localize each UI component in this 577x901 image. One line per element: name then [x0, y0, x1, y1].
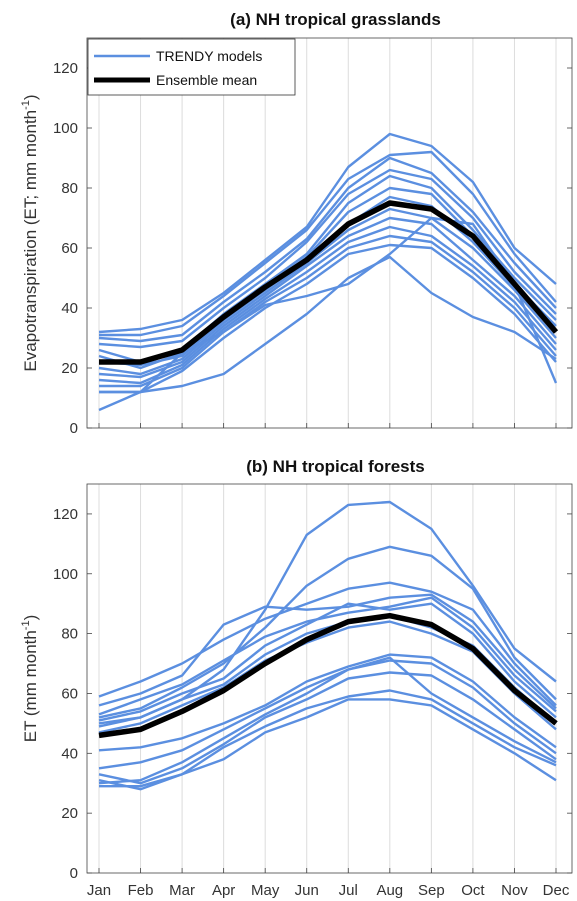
y-tick-label: 20	[61, 360, 78, 377]
model-line-6	[98, 602, 557, 722]
legend-label-2: Ensemble mean	[156, 72, 257, 88]
x-tick-label-jan: Jan	[87, 882, 111, 899]
panel-a: 0 20 40 60 80 100 120 (a) NH tropical grassland…	[20, 10, 573, 437]
grid	[98, 38, 557, 428]
model-line-4	[98, 593, 557, 710]
panel-title: (a) NH tropical grasslands	[230, 10, 441, 29]
model-line-14	[98, 216, 558, 412]
x-tick-label-mar: Mar	[169, 882, 195, 899]
model-line-2	[99, 150, 557, 337]
model-line-11	[99, 234, 557, 388]
x-tick-label-jul: Jul	[339, 882, 358, 899]
ensemble-mean-line	[98, 612, 558, 739]
y-tick-label: 0	[70, 865, 78, 882]
x-tick-label-feb: Feb	[128, 882, 154, 899]
model-line-14	[99, 698, 557, 788]
axes-box	[86, 483, 573, 874]
model-line-5	[98, 596, 557, 716]
y-tick-label: 40	[61, 745, 78, 762]
model-line-4	[98, 168, 557, 349]
y-tick-label: 120	[53, 60, 78, 77]
model-line-7	[98, 195, 557, 367]
model-line-8	[98, 207, 557, 376]
y-tick-label: 20	[61, 805, 78, 822]
model-line-12	[99, 243, 557, 394]
y-tick-label: 0	[70, 420, 78, 437]
panel-b: 0 20 40 60 80 100 120 Jan Feb Mar Apr May Jun Jul Aug S…	[20, 457, 573, 899]
model-line-9	[98, 653, 557, 752]
model-line-13	[99, 255, 557, 394]
x-tick-label-nov: Nov	[501, 882, 528, 899]
y-axis-label: ET (mm month-1)	[20, 615, 40, 743]
panel-title: (b) NH tropical forests	[246, 457, 425, 476]
model-line-12	[98, 656, 557, 785]
model-line-9	[98, 216, 557, 379]
model-line-3	[98, 156, 557, 343]
y-tick-label: 60	[61, 240, 78, 257]
legend: TRENDY models Ensemble mean	[87, 38, 296, 96]
y-tick-label: 120	[53, 506, 78, 523]
x-tick-label-dec: Dec	[543, 882, 570, 899]
series-group	[98, 500, 558, 791]
model-line-1	[98, 132, 557, 334]
axes-box	[86, 37, 573, 429]
y-axis-label: Evapotranspiration (ET; mm month-1)	[20, 94, 40, 371]
model-line-10	[98, 225, 557, 385]
y-tick-label: 40	[61, 300, 78, 317]
ensemble-mean-line	[99, 200, 559, 365]
model-line-3	[98, 581, 557, 707]
x-tick-label-jun: Jun	[295, 882, 319, 899]
x-tick-label-apr: Apr	[212, 882, 235, 899]
legend-label-1: TRENDY models	[156, 48, 262, 64]
y-tick-label: 60	[61, 685, 78, 702]
y-tick-label: 100	[53, 120, 78, 137]
y-tick-label: 80	[61, 180, 78, 197]
x-tick-label-sep: Sep	[418, 882, 445, 899]
y-tick-label: 100	[53, 566, 78, 583]
model-line-11	[98, 671, 557, 785]
y-ticks: 0 20 40 60 80 100 120	[53, 60, 572, 437]
legend-box	[87, 38, 296, 96]
x-ticks	[98, 423, 557, 428]
y-tick-label: 80	[61, 626, 78, 643]
x-ticks: Jan Feb Mar Apr May Jun Jul Aug Sep Oct Nov Dec	[87, 868, 570, 899]
series-group	[98, 132, 559, 412]
x-tick-label-aug: Aug	[376, 882, 403, 899]
model-line-10	[98, 659, 557, 770]
y-ticks: 0 20 40 60 80 100 120	[53, 506, 572, 882]
x-tick-label-may: May	[251, 882, 280, 899]
x-tick-label-oct: Oct	[461, 882, 485, 899]
model-line-2	[98, 545, 557, 719]
